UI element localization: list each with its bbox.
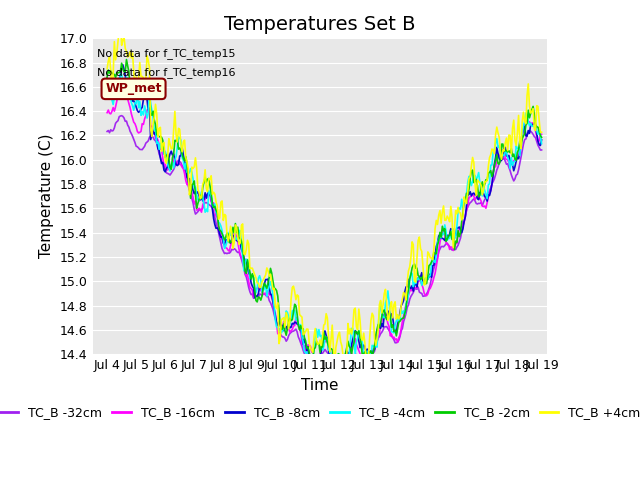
Text: WP_met: WP_met	[106, 83, 162, 96]
X-axis label: Time: Time	[301, 377, 339, 393]
Text: No data for f_TC_temp16: No data for f_TC_temp16	[97, 67, 236, 78]
Y-axis label: Temperature (C): Temperature (C)	[39, 134, 54, 258]
Legend: TC_B -32cm, TC_B -16cm, TC_B -8cm, TC_B -4cm, TC_B -2cm, TC_B +4cm: TC_B -32cm, TC_B -16cm, TC_B -8cm, TC_B …	[0, 401, 640, 424]
Text: No data for f_TC_temp15: No data for f_TC_temp15	[97, 48, 236, 59]
Title: Temperatures Set B: Temperatures Set B	[224, 15, 416, 34]
